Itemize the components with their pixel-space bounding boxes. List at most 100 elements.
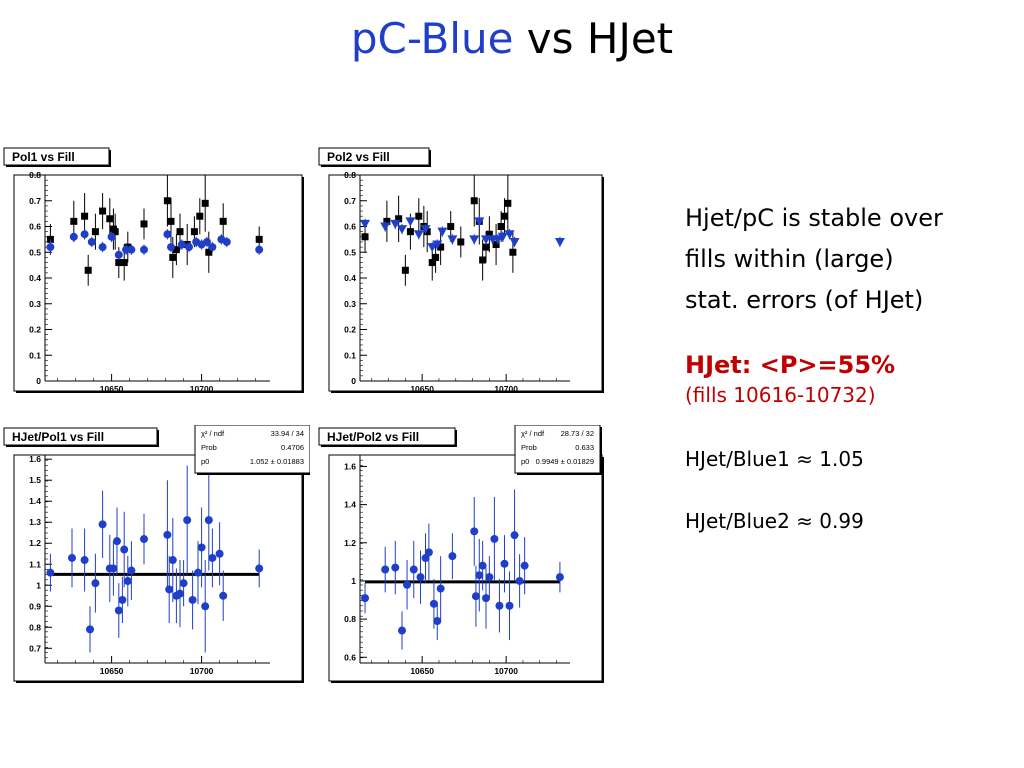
chart-title: Pol2 vs Fill	[327, 150, 390, 164]
data-point	[120, 259, 128, 267]
data-point	[361, 233, 369, 241]
stats-label: Prob	[521, 443, 537, 452]
data-point	[163, 230, 172, 239]
data-point	[490, 534, 499, 543]
data-point	[510, 531, 519, 540]
data-point	[505, 601, 514, 610]
note-line-2: fills within (large)	[685, 245, 894, 273]
notes-text: Hjet/pC is stable over fills within (lar…	[685, 198, 1005, 533]
plot-frame	[13, 454, 303, 682]
data-point	[255, 564, 264, 573]
title-box	[318, 427, 456, 446]
data-point	[492, 241, 500, 249]
data-point	[432, 253, 440, 261]
data-point	[68, 553, 76, 562]
data-point	[416, 573, 425, 582]
data-point	[478, 561, 487, 570]
y-tick-label: 1.6	[344, 461, 356, 471]
y-tick-label: 0.4	[29, 273, 41, 283]
data-point	[515, 576, 524, 585]
data-point	[432, 240, 443, 250]
note-line-3: stat. errors (of HJet)	[685, 286, 924, 314]
data-point	[172, 246, 180, 254]
data-point	[107, 232, 116, 241]
data-point	[81, 212, 89, 220]
data-point	[127, 566, 136, 575]
title-part-black: vs HJet	[526, 14, 674, 63]
chart-hjet-pol1-vs-fill: HJet/Pol1 vs Fill 0.7 0.8 0.9 1 1.1 1.2 1.3 1.4 1…	[3, 425, 310, 683]
y-tick-label: 0.2	[344, 325, 356, 335]
y-tick-label: 0.1	[29, 350, 41, 360]
chart-pol1-vs-fill: Pol1 vs Fill 0 0.1 0.2 0.3 0.4 0.5 0.6 0.7 0.8 106…	[3, 147, 304, 394]
data-point	[409, 565, 418, 574]
data-point	[205, 248, 213, 256]
data-point	[436, 584, 445, 593]
y-tick-label: 1.3	[29, 517, 41, 527]
data-point	[413, 230, 424, 240]
stats-box	[194, 425, 310, 474]
data-point	[401, 266, 409, 274]
y-tick-label: 0.5	[29, 247, 41, 257]
stats-box	[514, 425, 601, 474]
data-point	[485, 230, 493, 238]
y-tick-label: 1.4	[344, 500, 356, 510]
y-tick-label: 1.2	[29, 538, 41, 548]
data-point	[500, 559, 509, 568]
data-point	[420, 225, 431, 235]
data-point	[201, 199, 209, 207]
x-tick-label: 10650	[410, 384, 434, 394]
data-point	[398, 626, 406, 635]
y-tick-label: 0.4	[344, 273, 356, 283]
data-point	[106, 215, 114, 223]
y-tick-label: 1.1	[29, 559, 41, 569]
data-point	[475, 571, 484, 580]
data-point	[255, 235, 263, 243]
note-ratio-blue2: HJet/Blue2 ≈ 0.99	[685, 509, 864, 533]
data-point	[509, 248, 517, 256]
data-point	[98, 243, 107, 252]
data-point	[437, 243, 445, 251]
data-point	[405, 217, 416, 227]
y-tick-label: 0.9	[29, 601, 41, 611]
stats-value: 33.94 / 34	[271, 429, 304, 438]
data-point	[140, 535, 148, 544]
data-point	[196, 212, 204, 220]
data-point	[140, 220, 148, 228]
data-point	[203, 237, 211, 246]
data-point	[188, 595, 197, 604]
data-point	[197, 543, 206, 552]
data-point	[424, 548, 433, 557]
stats-value: 28.73 / 32	[561, 429, 594, 438]
y-tick-label: 0.8	[344, 614, 356, 624]
data-point	[471, 592, 480, 601]
data-point	[179, 579, 188, 588]
chart-pol2-vs-fill: Pol2 vs Fill 0 0.1 0.2 0.3 0.4 0.5 0.6 0.7 0.8 106…	[318, 147, 604, 394]
data-point	[470, 527, 479, 536]
data-point	[113, 537, 121, 546]
y-tick-label: 0	[351, 376, 356, 386]
data-point	[99, 207, 107, 215]
y-tick-label: 1	[351, 576, 356, 586]
y-tick-label: 0.1	[344, 350, 356, 360]
data-point	[470, 197, 478, 205]
data-point	[520, 561, 529, 570]
data-point	[429, 599, 438, 608]
stats-value: 1.052 ± 0.01883	[250, 457, 304, 466]
y-tick-label: 0.5	[344, 247, 356, 257]
data-point	[165, 585, 174, 594]
data-point	[381, 565, 390, 574]
data-point	[504, 230, 515, 240]
data-point	[120, 545, 129, 554]
y-tick-label: 0.7	[344, 196, 356, 206]
data-point	[177, 240, 186, 249]
data-point	[457, 238, 465, 246]
data-point	[428, 259, 436, 267]
x-tick-label: 10650	[410, 666, 434, 676]
data-point	[427, 243, 438, 253]
note-ratio-blue1: HJet/Blue1 ≈ 1.05	[685, 447, 864, 471]
data-point	[183, 516, 192, 525]
data-point	[437, 227, 448, 237]
data-point	[111, 228, 119, 236]
data-point	[485, 573, 494, 582]
data-point	[176, 228, 184, 236]
